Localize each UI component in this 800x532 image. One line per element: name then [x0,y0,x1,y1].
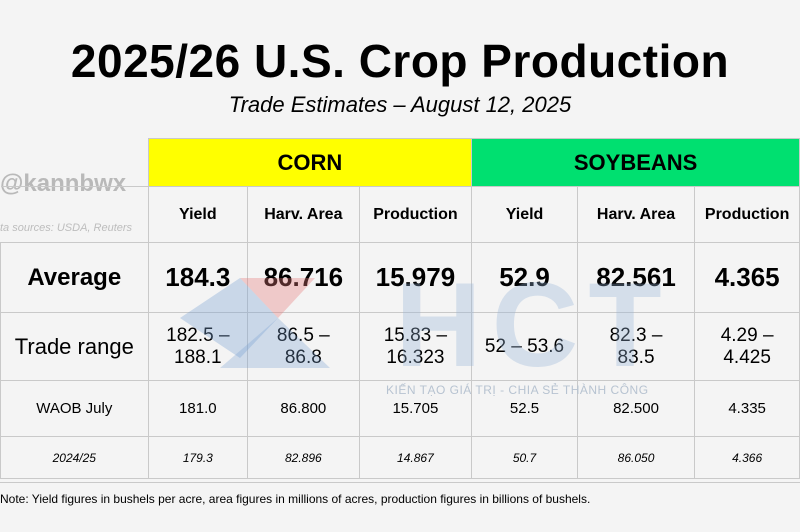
range-high: 16.323 [386,346,445,368]
row-label: 2024/25 [0,436,149,479]
table-cell: 4.335 [694,380,800,437]
column-header: Harv. Area [247,186,360,243]
corn-header: CORN [147,138,473,187]
table-cell: 15.83 –16.323 [358,312,473,381]
table-cell: 86.800 [247,380,360,437]
table-cell: 14.867 [358,436,473,479]
table-row-2024-25: 2024/25 179.3 82.896 14.867 50.7 86.050 … [0,436,800,479]
table-row-waob-july: WAOB July 181.0 86.800 15.705 52.5 82.50… [0,380,800,437]
range-low: 4.29 – [720,324,774,346]
footer-divider [0,482,800,483]
range-high: 4.425 [723,346,771,368]
table-cell: 181.0 [147,380,249,437]
table-cell: 4.365 [694,242,800,313]
table-cell: 82.500 [576,380,696,437]
range-value: 52 – 53.6 [484,335,565,357]
column-header: Yield [147,186,249,243]
column-header: Production [694,186,800,243]
table-cell: 86.716 [247,242,360,313]
column-header-row: Yield Harv. Area Production Yield Harv. … [0,186,800,243]
row-label: WAOB July [0,380,149,437]
table-cell: 15.979 [358,242,473,313]
range-high: 83.5 [617,346,655,368]
table-cell: 50.7 [471,436,578,479]
table-row-average: Average 184.3 86.716 15.979 52.9 82.561 … [0,242,800,313]
footnote: Note: Yield figures in bushels per acre,… [0,492,591,506]
table-cell: 82.896 [247,436,360,479]
page-subtitle: Trade Estimates – August 12, 2025 [228,92,572,117]
table-cell: 182.5 –188.1 [147,312,249,381]
range-low: 15.83 – [383,324,448,346]
range-low: 82.3 – [609,324,663,346]
table-cell: 4.29 –4.425 [694,312,800,381]
table-cell: 52.5 [471,380,578,437]
range-high: 86.8 [284,346,322,368]
column-header: Production [358,186,473,243]
row-label: Average [0,242,149,313]
table-cell: 86.5 –86.8 [247,312,360,381]
column-header: Harv. Area [576,186,696,243]
corner-cell-2 [0,186,149,243]
table-cell: 82.561 [576,242,696,313]
row-label: Trade range [0,312,149,381]
table-row-trade-range: Trade range 182.5 –188.1 86.5 –86.8 15.8… [0,312,800,381]
table-cell: 86.050 [576,436,696,479]
range-high: 188.1 [174,346,222,368]
table-cell: 52.9 [471,242,578,313]
table-cell: 82.3 –83.5 [576,312,696,381]
table-cell: 184.3 [147,242,249,313]
group-header-row: CORN SOYBEANS [0,138,800,187]
table-cell: 15.705 [358,380,473,437]
table-cell: 4.366 [694,436,800,479]
range-low: 86.5 – [276,324,330,346]
corner-cell [0,138,149,187]
page-title: 2025/26 U.S. Crop Production [70,35,730,87]
soybeans-header: SOYBEANS [471,138,800,187]
range-low: 182.5 – [166,324,230,346]
table-cell: 179.3 [147,436,249,479]
crop-table: CORN SOYBEANS Yield Harv. Area Productio… [0,138,800,479]
table-cell: 52 – 53.6 [471,312,578,381]
column-header: Yield [471,186,578,243]
